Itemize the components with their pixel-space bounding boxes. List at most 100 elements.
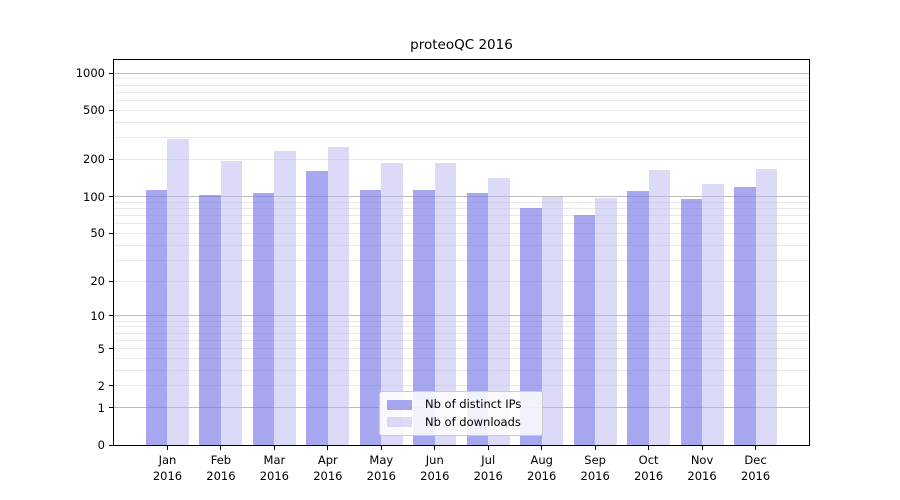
y-tick-label: 100 [83,189,105,204]
gridline-minor [114,99,809,101]
x-tick-mark [541,446,543,450]
gridline-minor [114,332,809,334]
bar-distinct-ips [627,191,649,445]
y-tick-mark [109,196,113,197]
x-tick-mark [594,446,596,450]
chart-title: proteoQC 2016 [410,37,513,53]
x-tick-label: Jul 2016 [473,453,503,483]
bar-distinct-ips [199,194,221,445]
legend-swatch-ips [387,399,412,410]
x-tick-mark [755,446,757,450]
bar-downloads [488,178,510,445]
gridline-minor [114,137,809,139]
y-tick-label: 200 [83,152,105,167]
x-tick-mark [220,446,222,450]
legend-item-distinct-ips: Nb of distinct IPs [387,398,534,411]
gridline-minor [114,357,809,359]
gridline-minor [114,201,809,203]
x-tick-label: Aug 2016 [527,453,557,483]
bar-downloads [381,163,403,445]
bar-downloads [327,147,350,445]
y-tick-label: 10 [90,308,105,323]
x-tick-mark [166,446,168,450]
x-tick-mark [380,446,382,450]
bar-downloads [434,163,457,445]
gridline-minor [114,232,809,234]
x-tick-label: May 2016 [366,453,396,483]
gridline-major [114,72,809,74]
y-tick-label: 2 [97,378,105,393]
x-tick-mark [701,446,703,450]
gridline-minor [114,369,809,371]
bar-distinct-ips [680,198,703,445]
y-tick-label: 5 [97,341,105,356]
legend-item-downloads: Nb of downloads [387,414,534,429]
bar-distinct-ips [734,186,756,445]
bar-downloads [541,196,564,445]
gridline-minor [114,259,809,261]
gridline-minor [114,244,809,246]
gridline-minor [114,326,809,328]
bar-distinct-ips [306,170,328,445]
y-tick-mark [109,109,113,111]
gridline-minor [114,84,809,86]
x-tick-mark [648,446,650,450]
y-tick-mark [109,444,113,446]
bar-downloads [595,198,617,445]
x-tick-mark [434,446,436,450]
y-tick-mark [109,72,113,74]
gridline-minor [114,91,809,93]
x-tick-label: Nov 2016 [687,453,717,483]
x-tick-mark [273,446,275,450]
bar-downloads [648,170,671,445]
gridline-major [114,196,809,197]
y-tick-mark [109,232,113,234]
x-tick-label: Feb 2016 [206,453,236,483]
gridline-minor [114,78,809,80]
bar-distinct-ips [466,193,489,445]
bar-downloads [702,183,724,445]
gridline-minor [114,121,809,123]
y-tick-mark [109,385,113,387]
y-tick-mark [109,348,113,350]
y-tick-label: 500 [83,103,105,118]
bar-distinct-ips [145,189,168,445]
gridline-minor [114,339,809,341]
y-tick-label: 1000 [75,66,105,80]
y-tick-label: 50 [90,226,105,241]
legend-label: Nb of distinct IPs [425,397,522,412]
x-tick-mark [327,446,329,450]
x-tick-label: Sep 2016 [580,453,610,483]
legend: Nb of distinct IPs Nb of downloads [379,391,543,436]
y-tick-mark [109,158,113,160]
bar-distinct-ips [359,189,382,445]
gridline-minor [114,385,809,387]
y-tick-label: 0 [97,438,105,452]
x-tick-label: Apr 2016 [313,453,343,483]
legend-swatch-downloads [387,417,412,428]
gridline-major [114,315,809,317]
bar-distinct-ips [520,208,542,445]
legend-label: Nb of downloads [425,414,521,429]
gridline-minor [114,109,809,111]
y-tick-label: 20 [90,274,105,289]
x-tick-label: Oct 2016 [633,453,664,483]
gridline-minor [114,207,809,209]
gridline-minor [114,223,809,225]
x-tick-label: Dec 2016 [740,453,771,483]
gridline-minor [114,320,809,322]
bar-distinct-ips [252,192,275,445]
bar-downloads [274,150,296,445]
gridline-minor [114,214,809,216]
y-tick-mark [109,407,113,409]
bar-distinct-ips [413,189,435,445]
x-tick-label: Jun 2016 [420,453,450,483]
gridline-minor [114,280,809,282]
y-tick-mark [109,315,113,317]
gridline-minor [114,348,809,350]
bar-distinct-ips [573,214,596,445]
x-tick-mark [487,446,489,450]
gridline-minor [114,158,809,160]
y-tick-mark [109,280,113,282]
